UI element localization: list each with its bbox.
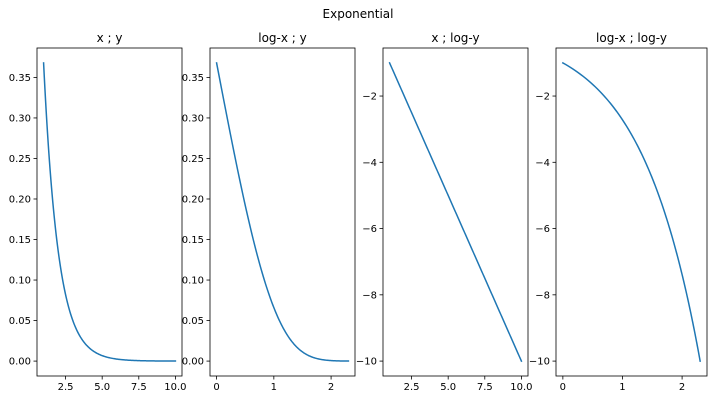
y-tick-label: 0.05 [182, 316, 204, 327]
plot-frame [36, 47, 183, 377]
subplot-title: x ; log-y [431, 31, 479, 45]
subplot-title: log-x ; y [258, 31, 307, 45]
x-tick-label: 10.0 [510, 382, 532, 393]
x-tick-label: 5.0 [440, 382, 456, 393]
subplot-2: log-x ; y 0 1 2 0.00 0.05 0.10 0.15 0.20 0.25 0.30… [182, 31, 356, 393]
y-tick-label: −2 [535, 92, 550, 103]
y-tick-label: 0.25 [182, 154, 204, 165]
y-tick-label: 0.15 [9, 235, 31, 246]
y-tick-label: 0.10 [182, 276, 204, 287]
y-tick-label: 0.25 [9, 154, 31, 165]
y-tick-label: −10 [529, 357, 550, 368]
subplots: x ; y 2.5 5.0 7.5 10.0 0.00 0.05 0.10 0.15 0.20 0.… [9, 31, 708, 393]
series-line [561, 61, 702, 362]
y-tick-label: 0.35 [9, 73, 31, 84]
plot-frame [209, 47, 356, 377]
y-tick-label: 0.20 [182, 194, 204, 205]
y-tick-label: −10 [356, 357, 377, 368]
subplot-title: log-x ; log-y [596, 31, 667, 45]
y-tick-label: 0.15 [182, 235, 204, 246]
series-line [388, 61, 523, 363]
x-tick-label: 7.5 [131, 382, 147, 393]
y-tick-label: 0.30 [9, 113, 31, 124]
y-tick-label: −6 [362, 224, 377, 235]
y-tick-label: 0.35 [182, 73, 204, 84]
y-tick-label: 0.00 [182, 357, 204, 368]
plot-frame [382, 47, 529, 377]
series-line [42, 62, 177, 362]
x-tick-label: 0 [213, 382, 219, 393]
x-tick-label: 2.5 [58, 382, 74, 393]
subplot-4: log-x ; log-y 0 1 2 −2 −4 −6 −8 −10 [529, 31, 708, 393]
y-tick-label: 0.30 [182, 113, 204, 124]
x-tick-label: 5.0 [94, 382, 110, 393]
y-tick-label: 0.00 [9, 357, 31, 368]
y-tick-label: −8 [362, 290, 377, 301]
x-tick-label: 10.0 [164, 382, 186, 393]
y-tick-label: 0.05 [9, 316, 31, 327]
series-line [215, 62, 350, 362]
y-tick-label: −2 [362, 92, 377, 103]
figure-title: Exponential [323, 7, 394, 21]
x-tick-label: 0 [560, 382, 566, 393]
x-tick-label: 2 [679, 382, 685, 393]
y-tick-label: 0.10 [9, 276, 31, 287]
x-tick-label: 2.5 [404, 382, 420, 393]
y-tick-label: 0.20 [9, 194, 31, 205]
y-tick-label: −4 [362, 158, 377, 169]
subplot-3: x ; log-y 2.5 5.0 7.5 10.0 −2 −4 −6 −8 −10 [356, 31, 533, 393]
x-tick-label: 7.5 [477, 382, 493, 393]
y-tick-label: −8 [535, 290, 550, 301]
subplot-title: x ; y [97, 31, 123, 45]
y-tick-label: −4 [535, 158, 550, 169]
x-tick-label: 2 [328, 382, 334, 393]
subplot-1: x ; y 2.5 5.0 7.5 10.0 0.00 0.05 0.10 0.15 0.20 0.… [9, 31, 187, 393]
y-tick-label: −6 [535, 224, 550, 235]
x-tick-label: 1 [271, 382, 277, 393]
plot-frame [555, 47, 708, 377]
x-tick-label: 1 [619, 382, 625, 393]
